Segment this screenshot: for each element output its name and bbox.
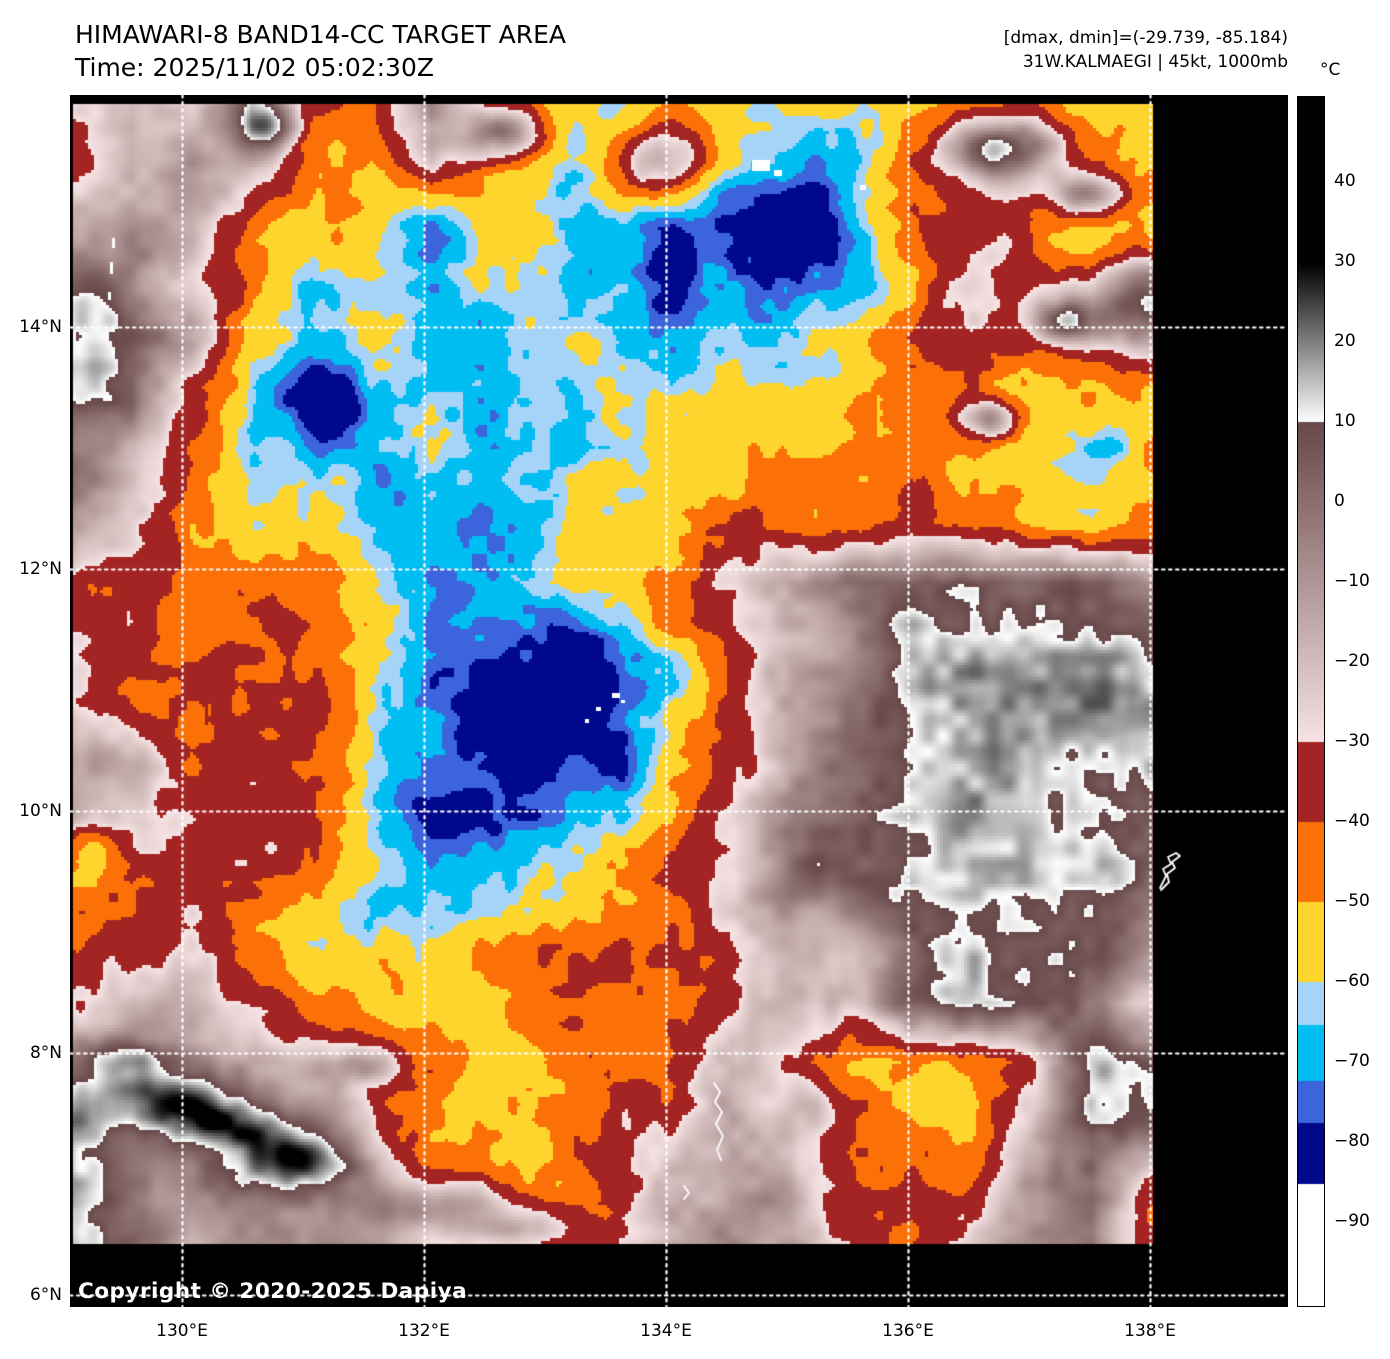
colorbar-tick-label: −30: [1334, 730, 1370, 751]
lat-tick-label: 12°N: [19, 559, 62, 579]
colorbar-tick-label: −40: [1334, 810, 1370, 831]
colorbar-unit-label: °C: [1320, 60, 1341, 80]
colorbar-tick-label: −60: [1334, 970, 1370, 991]
storm-info-annotation: 31W.KALMAEGI | 45kt, 1000mb: [1022, 52, 1288, 72]
copyright-watermark: Copyright © 2020-2025 Dapiya: [78, 1279, 468, 1304]
lon-tick-label: 138°E: [1124, 1321, 1176, 1341]
colorbar-tick-label: 20: [1334, 330, 1356, 351]
lon-tick-label: 130°E: [156, 1321, 208, 1341]
lat-tick-label: 8°N: [29, 1043, 62, 1063]
colorbar-tick-label: −90: [1334, 1210, 1370, 1231]
chart-title: HIMAWARI-8 BAND14-CC TARGET AREA Time: 2…: [75, 18, 566, 84]
colorbar-tick-label: −50: [1334, 890, 1370, 911]
colorbar-tick-label: −80: [1334, 1130, 1370, 1151]
colorbar-tick-label: 10: [1334, 410, 1356, 431]
colorbar-tick-label: −20: [1334, 650, 1370, 671]
colorbar-tick-label: −70: [1334, 1050, 1370, 1071]
colorbar-canvas: [1297, 96, 1325, 1307]
chart-title-line1: HIMAWARI-8 BAND14-CC TARGET AREA: [75, 20, 567, 49]
colorbar-tick-label: 40: [1334, 170, 1356, 191]
lon-tick-label: 136°E: [882, 1321, 934, 1341]
lat-tick-label: 14°N: [19, 317, 62, 337]
satellite-map-canvas: [70, 95, 1288, 1307]
lon-tick-label: 132°E: [398, 1321, 450, 1341]
dmax-dmin-annotation: [dmax, dmin]=(-29.739, -85.184): [1003, 28, 1288, 48]
lat-tick-label: 10°N: [19, 801, 62, 821]
colorbar-tick-label: 30: [1334, 250, 1356, 271]
lat-tick-label: 6°N: [29, 1285, 62, 1305]
annotation-block: [dmax, dmin]=(-29.739, -85.184) 31W.KALM…: [1004, 26, 1288, 74]
colorbar-tick-label: −10: [1334, 570, 1370, 591]
lon-tick-label: 134°E: [640, 1321, 692, 1341]
chart-title-line2: Time: 2025/11/02 05:02:30Z: [75, 53, 434, 82]
colorbar-tick-label: 0: [1334, 490, 1345, 511]
